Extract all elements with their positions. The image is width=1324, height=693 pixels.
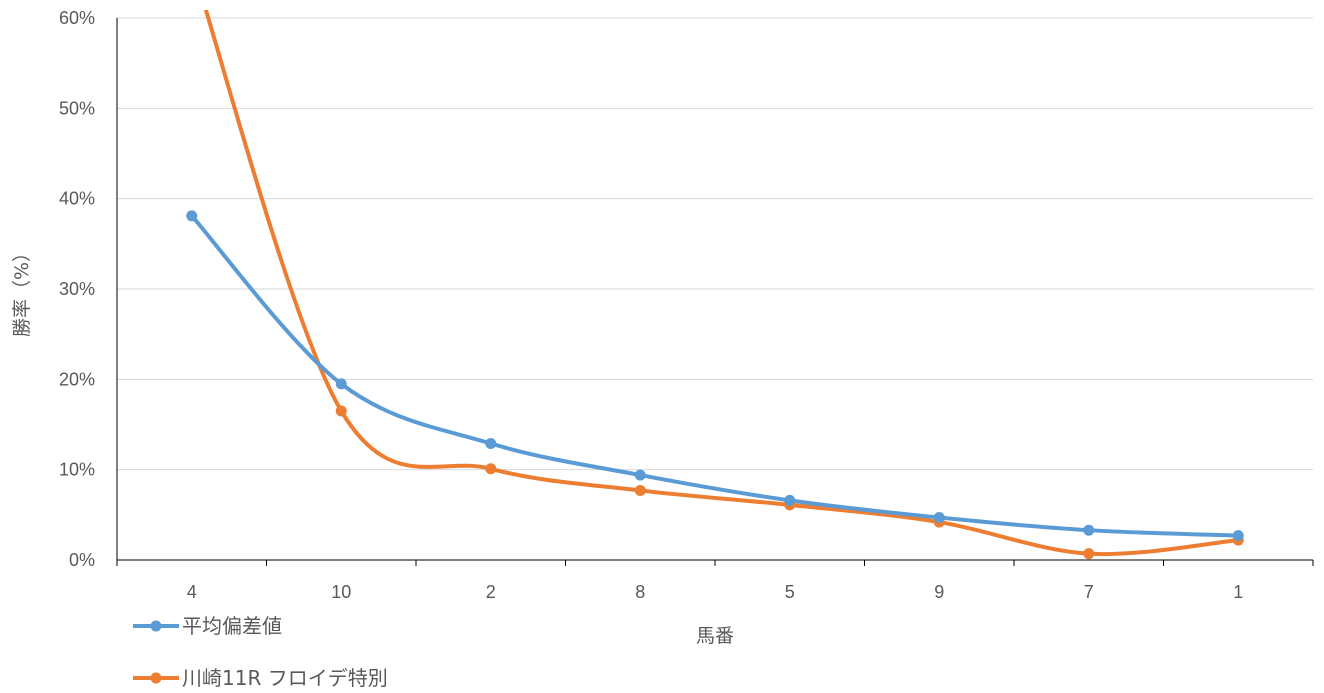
series-0 bbox=[186, 210, 1244, 542]
x-tick-labels: 4 10 2 8 5 9 7 1 bbox=[187, 582, 1244, 602]
x-tick-label: 8 bbox=[635, 582, 645, 602]
data-point bbox=[933, 512, 945, 524]
y-tick-label: 40% bbox=[59, 189, 95, 209]
legend-swatch-marker bbox=[150, 620, 162, 632]
data-point bbox=[1232, 530, 1244, 542]
series-layer bbox=[186, 10, 1244, 560]
legend-label: 平均偏差値 bbox=[182, 614, 282, 638]
data-point bbox=[784, 494, 796, 506]
x-tick-label: 7 bbox=[1084, 582, 1094, 602]
x-tick-label: 1 bbox=[1233, 582, 1243, 602]
data-point bbox=[1083, 524, 1095, 536]
x-tick-label: 4 bbox=[187, 582, 197, 602]
y-tick-label: 30% bbox=[59, 279, 95, 299]
data-point bbox=[634, 484, 646, 496]
data-point bbox=[634, 469, 646, 481]
y-tick-label: 10% bbox=[59, 460, 95, 480]
x-tick-label: 5 bbox=[785, 582, 795, 602]
data-point bbox=[335, 405, 347, 417]
y-tick-label: 20% bbox=[59, 369, 95, 389]
y-axis-title: 勝率（%） bbox=[11, 243, 33, 337]
x-tick-label: 9 bbox=[934, 582, 944, 602]
data-point bbox=[485, 463, 497, 475]
series-line-0 bbox=[189, 213, 1241, 538]
axes bbox=[116, 18, 1314, 566]
legend-label: 川崎11R フロイデ特別 bbox=[182, 666, 388, 690]
legend-item-1: 川崎11R フロイデ特別 bbox=[133, 666, 388, 690]
y-tick-labels: 0% 10% 20% 30% 40% 50% 60% bbox=[59, 8, 95, 570]
x-tick-label: 2 bbox=[486, 582, 496, 602]
data-point bbox=[485, 437, 497, 449]
legend-swatch-marker bbox=[150, 672, 162, 684]
gridlines bbox=[117, 17, 1313, 471]
data-point bbox=[335, 378, 347, 390]
data-point bbox=[1083, 548, 1095, 560]
y-tick-label: 0% bbox=[69, 550, 95, 570]
data-point bbox=[186, 210, 198, 222]
x-axis-title: 馬番 bbox=[696, 625, 734, 647]
y-tick-label: 50% bbox=[59, 98, 95, 118]
x-tick-label: 10 bbox=[331, 582, 351, 602]
series-line-1 bbox=[203, 10, 1241, 557]
y-tick-label: 60% bbox=[59, 8, 95, 28]
series-1 bbox=[203, 10, 1244, 560]
legend-item-0: 平均偏差値 bbox=[133, 614, 282, 638]
